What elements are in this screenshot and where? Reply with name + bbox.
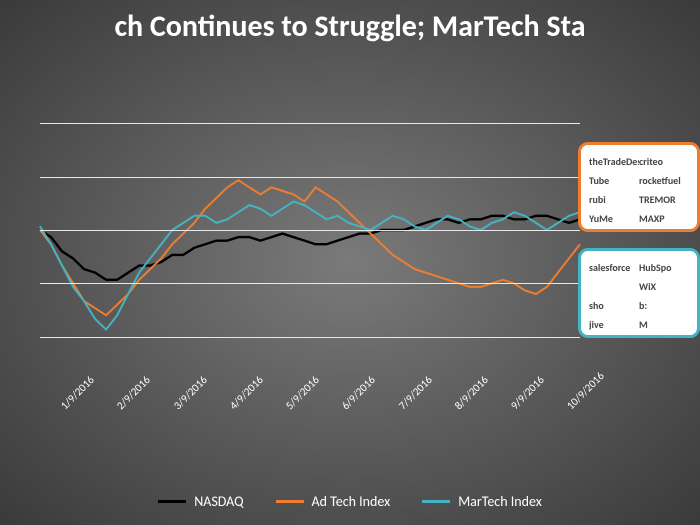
line-chart: 1/9/20162/9/20163/9/20164/9/20165/9/2016… xyxy=(20,70,580,440)
legend-swatch xyxy=(422,500,450,503)
legend-item: MarTech Index xyxy=(422,493,542,510)
legend-label: Ad Tech Index xyxy=(312,493,391,510)
logo-label: MAXP xyxy=(639,212,689,225)
plot-area xyxy=(40,70,580,390)
legend-label: MarTech Index xyxy=(458,493,542,510)
logo-label: TREMOR xyxy=(639,193,689,206)
logo-label: theTradeDes xyxy=(589,155,639,168)
gridline xyxy=(40,283,580,284)
legend-label: NASDAQ xyxy=(194,493,243,510)
x-axis-labels: 1/9/20162/9/20163/9/20164/9/20165/9/2016… xyxy=(40,395,580,455)
logo-label: rubi xyxy=(589,193,639,206)
logo-label: jive xyxy=(589,318,639,331)
logo-label: salesforce xyxy=(589,261,639,274)
logo-label: HubSpo xyxy=(639,261,689,274)
gridline xyxy=(40,230,580,231)
legend-item: Ad Tech Index xyxy=(276,493,391,510)
legend-swatch xyxy=(276,500,304,503)
logo-label: sho xyxy=(589,299,639,312)
gridline xyxy=(40,177,580,178)
page-title: ch Continues to Struggle; MarTech Sta xyxy=(0,8,700,45)
legend-item: NASDAQ xyxy=(158,493,243,510)
adtech-logos: theTradeDescriteoTuberocketfuelrubiTREMO… xyxy=(578,142,700,232)
logo-label: Tube xyxy=(589,174,639,187)
legend: NASDAQ Ad Tech Index MarTech Index xyxy=(0,490,700,510)
series-ad-tech-index xyxy=(40,180,580,315)
gridline xyxy=(40,337,580,338)
legend-swatch xyxy=(158,500,186,503)
slide: ch Continues to Struggle; MarTech Sta 1/… xyxy=(0,0,700,525)
martech-logos: salesforceHubSpo WiXshob:jiveM xyxy=(578,248,700,338)
gridline xyxy=(40,123,580,124)
logo-label: M xyxy=(639,318,689,331)
logo-label: criteo xyxy=(639,155,689,168)
logo-label: rocketfuel xyxy=(639,174,689,187)
logo-label: WiX xyxy=(639,280,689,293)
logo-label: b: xyxy=(639,299,689,312)
series-martech-index xyxy=(40,202,580,330)
series-nasdaq xyxy=(40,216,580,280)
logo-label: YuMe xyxy=(589,212,639,225)
